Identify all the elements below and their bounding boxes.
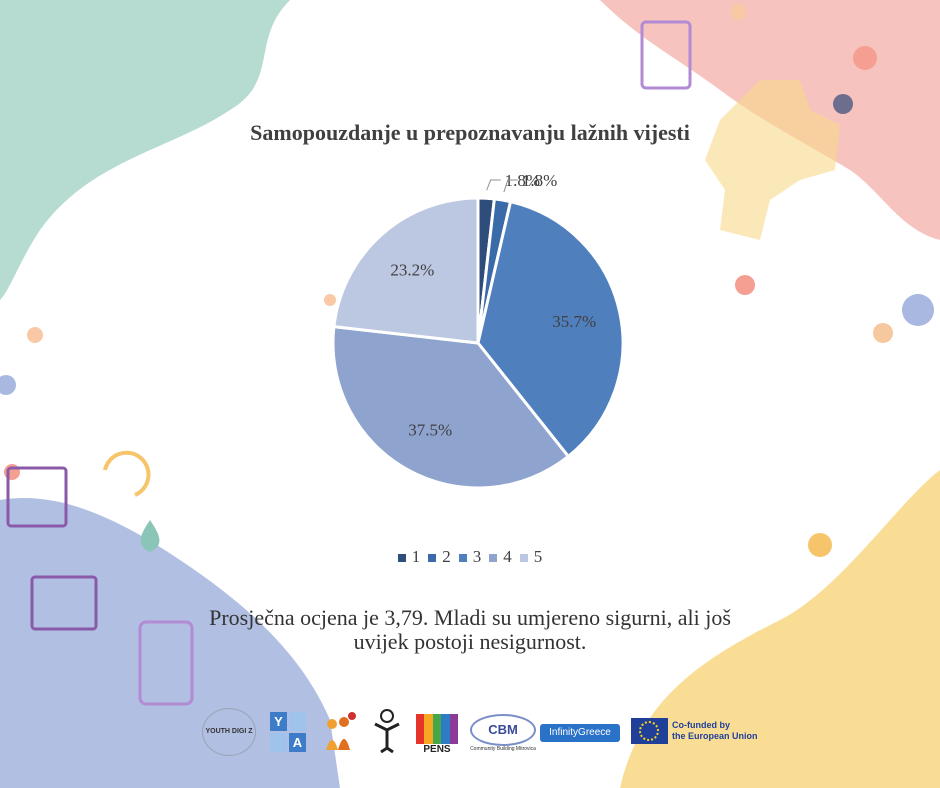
legend-label: 3 [472,547,482,566]
decor-dot [902,294,934,326]
ya-top: Y [270,712,287,731]
partner-logos: YOUTH DIGI Z NE Y A PENS CBM Community B… [0,706,940,766]
decor-dot [735,275,755,295]
legend-swatch [428,554,437,563]
caption-line-2: uvijek postoji nesigurnost. [353,629,587,654]
data-label-3: 35.7% [552,312,596,331]
caption-line-1: Prosječna ocjena je 3,79. Mladi su umjer… [209,605,731,630]
legend-swatch [397,554,406,563]
phone-icon [138,620,194,706]
pie-slice-4 [331,324,571,490]
legend-swatch [519,554,528,563]
ya-bottom: A [289,733,306,752]
legend-item-1: 1 [397,547,421,567]
legend-label: 2 [442,547,451,566]
ya-tile [289,712,306,731]
tablet-icon [640,20,692,90]
infinity-greece-logo: InfinityGreece [540,724,620,742]
legend-item-2: 2 [428,547,451,567]
cbm-logo: CBM Community Building Mitrovica [470,714,536,756]
decor-dot [730,4,746,20]
yellow-blob [620,470,940,788]
pie-slice-3 [476,199,625,459]
eu-flag-icon [631,718,668,744]
legend-item-4: 4 [489,547,512,567]
caption: Prosječna ocjena je 3,79. Mladi su umjer… [0,606,940,654]
people-logo [326,712,356,750]
teal-blob [0,0,290,300]
legend-item-3: 3 [458,547,482,567]
leader-line-1 [486,179,501,191]
pens-logo: PENS [416,714,459,756]
decor-gear [705,80,840,240]
data-label-5: 23.2% [390,260,434,279]
pens-text: PENS [423,744,451,755]
decor-dot [873,323,893,343]
figure-logo [374,709,400,754]
decor-dot [27,327,43,343]
decor-dot [853,46,877,70]
infinity-greece-text: InfinityGreece [549,727,611,738]
decor-dot [833,94,853,114]
refresh-icon [103,450,151,497]
legend-label: 5 [533,547,543,566]
eu-line-2: the European Union [672,731,758,741]
monitor-icon [6,466,68,528]
legend-swatch [458,554,467,563]
eu-line-1: Co-funded by [672,720,730,730]
leader-line-2 [503,179,518,193]
pie-slice-5 [332,196,480,345]
cbm-subtitle: Community Building Mitrovica [470,746,536,752]
youth-digizone-text: YOUTH DIGI Z NE [205,728,253,735]
data-label-2: 1.8% [522,171,557,190]
legend-swatch [489,554,498,563]
decor-dot [324,294,336,306]
cbm-text: CBM [470,714,536,746]
laptop-icon [30,575,98,631]
youth-digizone-logo: YOUTH DIGI Z NE [202,708,256,756]
ya-logo: Y A [270,712,306,752]
decor-dot [0,375,16,395]
chart-title: Samopouzdanje u prepoznavanju lažnih vij… [250,120,690,145]
drop-icon [140,520,160,552]
legend-item-5: 5 [519,547,543,567]
periwinkle-blob [0,498,340,788]
data-label-4: 37.5% [408,420,452,439]
data-label-1: 1.8% [505,171,540,190]
ya-tile [270,733,287,752]
legend: 1 2 3 4 5 [0,547,940,567]
decor-dot [808,533,832,557]
legend-label: 1 [411,547,421,566]
eu-cofunded-text: Co-funded by the European Union [672,720,758,742]
legend-label: 4 [503,547,512,566]
